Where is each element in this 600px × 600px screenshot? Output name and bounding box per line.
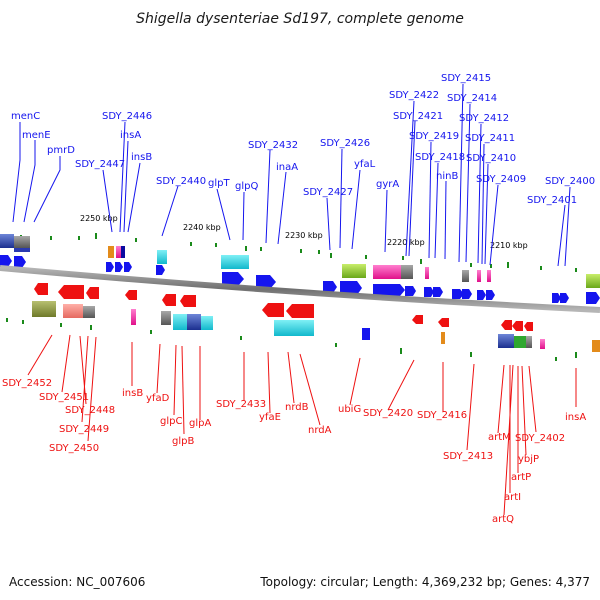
gene-label: SDY_2446 — [102, 111, 152, 122]
gene-label: glpC — [160, 416, 182, 427]
map-title: Shigella dysenteriae Sd197, complete gen… — [136, 11, 464, 27]
lower-scale-marks — [6, 318, 577, 361]
gene-label: insA — [120, 130, 141, 141]
gene-label: glpB — [172, 436, 194, 447]
gene-label: yfaE — [259, 412, 281, 423]
gene-label: SDY_2426 — [320, 138, 370, 149]
reverse-feature-boxes — [32, 301, 600, 352]
forward-gene-labels: menC menE pmrD SDY_2446 insA insB SDY_24… — [11, 73, 595, 206]
gene-label: glpA — [189, 418, 211, 429]
gene-label: SDY_2414 — [447, 93, 497, 104]
scale-tick-label: 2220 kbp — [387, 238, 425, 247]
gene-label: glpT — [208, 178, 230, 189]
gene-label: SDY_2449 — [59, 424, 109, 435]
gene-label: insB — [131, 152, 152, 163]
forward-leader-lines — [12, 83, 571, 267]
scale-tick-label: 2210 kbp — [490, 241, 528, 250]
gene-label: yfaL — [354, 159, 376, 170]
forward-feature-boxes — [0, 234, 600, 288]
gene-label: SDY_2440 — [156, 176, 206, 187]
gene-label: SDY_2411 — [465, 133, 515, 144]
gene-label: SDY_2412 — [459, 113, 509, 124]
gene-label: SDY_2402 — [515, 433, 565, 444]
gene-label: SDY_2450 — [49, 443, 99, 454]
scale-tick-label: 2240 kbp — [183, 223, 221, 232]
gene-label: SDY_2433 — [216, 399, 266, 410]
gene-label: SDY_2451 — [39, 392, 89, 403]
accession-text: Accession: NC_007606 — [9, 575, 145, 589]
reverse-gene-labels: SDY_2452 SDY_2451 SDY_2448 SDY_2449 SDY_… — [2, 378, 586, 525]
gene-label: SDY_2400 — [545, 176, 595, 187]
scale-axis — [20, 233, 577, 272]
gene-label: SDY_2448 — [65, 405, 115, 416]
gene-label: nrdA — [308, 425, 332, 436]
gene-label: SDY_2421 — [393, 111, 443, 122]
gene-label: glpQ — [235, 181, 258, 192]
gene-label: inaA — [276, 162, 298, 173]
gene-label: ubiG — [338, 404, 361, 415]
gene-label: SDY_2420 — [363, 408, 413, 419]
gene-label: SDY_2427 — [303, 187, 353, 198]
gene-label: menE — [22, 130, 51, 141]
scale-tick-label: 2230 kbp — [285, 231, 323, 240]
genome-summary-text: Topology: circular; Length: 4,369,232 bp… — [259, 575, 590, 589]
gene-label: gyrA — [376, 179, 399, 190]
gene-label: pmrD — [47, 145, 75, 156]
reverse-leader-lines — [27, 334, 577, 516]
gene-label: artI — [504, 492, 521, 503]
reverse-strand-genes — [34, 283, 533, 331]
gene-label: artP — [511, 472, 531, 483]
genome-backbone — [0, 265, 600, 313]
gene-label: SDY_2422 — [389, 90, 439, 101]
gene-label: SDY_2432 — [248, 140, 298, 151]
gene-label: SDY_2447 — [75, 159, 125, 170]
gene-label: SDY_2452 — [2, 378, 52, 389]
scale-tick-label: 2250 kbp — [80, 214, 118, 223]
gene-label: insB — [122, 388, 143, 399]
forward-strand-genes — [0, 255, 600, 304]
gene-label: SDY_2416 — [417, 410, 467, 421]
gene-label: yfaD — [146, 393, 170, 404]
scale-tick-labels: 2250 kbp 2240 kbp 2230 kbp 2220 kbp 2210… — [80, 214, 528, 250]
gene-label: ninB — [436, 171, 458, 182]
gene-label: ybjP — [518, 454, 539, 465]
gene-label: SDY_2401 — [527, 195, 577, 206]
gene-label: menC — [11, 111, 40, 122]
gene-label: nrdB — [285, 402, 309, 413]
gene-label: insA — [565, 412, 586, 423]
gene-label: SDY_2418 — [415, 152, 465, 163]
gene-label: SDY_2419 — [409, 131, 459, 142]
gene-label: artQ — [492, 514, 514, 525]
gene-label: SDY_2415 — [441, 73, 491, 84]
gene-label: artM — [488, 432, 511, 443]
gene-label: SDY_2413 — [443, 451, 493, 462]
gene-label: SDY_2410 — [466, 153, 516, 164]
gene-label: SDY_2409 — [476, 174, 526, 185]
